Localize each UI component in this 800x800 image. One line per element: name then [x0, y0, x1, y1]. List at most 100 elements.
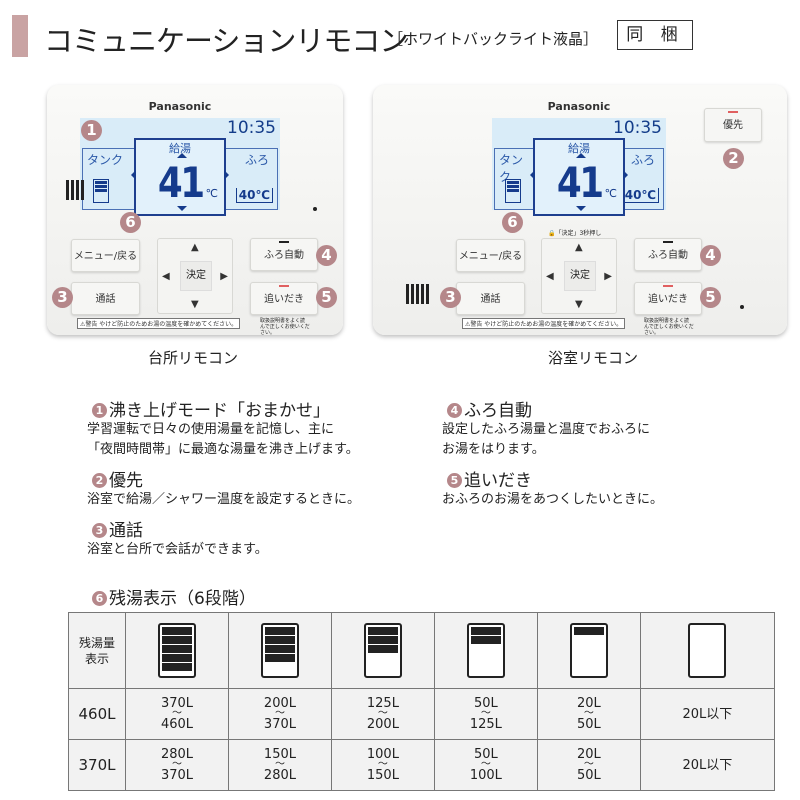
range-tilde: 〜 — [583, 759, 594, 770]
kitchen-remote: Panasonic 10:35 タンク ふろ 40℃ 給湯 41 ℃ メニュー/戻る 通話 ふろ自動… — [47, 85, 343, 336]
up-button[interactable]: ▲ — [191, 242, 199, 253]
talk-button[interactable]: 通話 — [71, 282, 140, 315]
range-max: 370L — [160, 768, 194, 783]
range-tilde: 〜 — [480, 708, 491, 719]
furo-auto-button[interactable]: ふろ自動 — [634, 238, 702, 271]
badge-4: 4 — [316, 245, 337, 266]
range-max: 125L — [469, 717, 502, 732]
range-cell: 20L 〜 50L — [536, 739, 641, 791]
warning-label: ⚠警告 やけど防止のためお湯の温度を確かめてください。 — [462, 318, 626, 329]
feature-title: 通話 — [109, 521, 143, 541]
reheat-button[interactable]: 追いだき — [250, 282, 318, 315]
page-subtitle: ［ホワイトバックライト液晶］ — [388, 30, 599, 48]
left-arrow-icon — [126, 170, 136, 180]
furo-label: ふろ — [244, 153, 269, 167]
range-tilde: 〜 — [171, 708, 182, 719]
feature-text: 「夜間時間帯」に最適な湯量を沸き上げます。 — [87, 442, 359, 457]
sensor-dot — [313, 207, 317, 211]
brand-logo: Panasonic — [547, 100, 611, 113]
range-min: 50L — [473, 747, 498, 762]
ok-button[interactable]: 決定 — [180, 261, 212, 291]
tank-label: タンク — [87, 153, 124, 167]
priority-button[interactable]: 優先 — [704, 108, 762, 142]
remaining-hot-water-table: 残湯量表示 460L 370L 〜 460L 200L 〜 370L 125L 〜 200L 50L 〜… — [68, 612, 776, 791]
badge-3: 3 — [52, 287, 73, 308]
left-button[interactable]: ◀ — [546, 271, 554, 282]
reheat-indicator — [663, 285, 673, 287]
right-button[interactable]: ▶ — [220, 271, 228, 282]
reheat-indicator — [279, 285, 289, 287]
manual-note: 取扱説明書をよく読んで正しくお使いください。 — [260, 318, 310, 336]
feature-heading: 3 通話 — [92, 516, 143, 541]
range-max: 150L — [366, 768, 399, 783]
lcd-screen: 10:35 タンク ふろ 40℃ 給湯 41 ℃ — [492, 118, 666, 216]
menu-back-button[interactable]: メニュー/戻る — [71, 239, 140, 272]
page-title: コミュニケーションリモコン — [44, 24, 408, 58]
number-badge: 4 — [447, 403, 462, 418]
feature-heading: 2 優先 — [92, 466, 143, 491]
speaker-grill — [66, 180, 84, 200]
up-button[interactable]: ▲ — [575, 242, 583, 253]
badge-5: 5 — [316, 287, 337, 308]
badge-6: 6 — [502, 212, 523, 233]
hot-water-temp-panel: 給湯 41 ℃ — [530, 138, 628, 216]
range-cell: 20L 〜 50L — [536, 688, 641, 740]
down-button[interactable]: ▼ — [575, 299, 583, 310]
tank-gauge-icon-2 — [466, 623, 505, 678]
kitchen-remote-caption: 台所リモコン — [147, 349, 238, 367]
left-arrow-icon — [525, 170, 535, 180]
right-arrow-icon — [623, 170, 633, 180]
range-min: 200L — [263, 696, 296, 711]
table-row-icons: 残湯量表示 — [68, 612, 776, 689]
hot-water-temp: 41 — [157, 158, 205, 207]
talk-button[interactable]: 通話 — [456, 282, 525, 315]
menu-back-button[interactable]: メニュー/戻る — [456, 239, 525, 272]
direction-pad: 決定 ▲ ▼ ◀ ▶ — [541, 238, 617, 314]
furo-auto-button[interactable]: ふろ自動 — [250, 238, 318, 271]
range-cell: 100L 〜 150L — [330, 739, 435, 791]
header-cell: 残湯量表示 — [68, 612, 126, 689]
bath-temp: 40℃ — [621, 188, 659, 203]
reheat-button[interactable]: 追いだき — [634, 282, 702, 315]
number-badge: 6 — [92, 591, 107, 606]
feature-title: ふろ自動 — [464, 401, 532, 421]
feature-title: 優先 — [109, 471, 143, 491]
left-button[interactable]: ◀ — [162, 271, 170, 282]
range-tilde: 〜 — [274, 759, 285, 770]
feature-text: 設定したふろ湯量と温度でおふろに — [442, 422, 651, 437]
feature-text: お湯をはります。 — [442, 442, 545, 457]
range-max: 460L — [160, 717, 194, 732]
range-cell: 200L 〜 370L — [227, 688, 332, 740]
lock-note: 🔒「決定」3秒押し — [548, 230, 602, 237]
range-below: 20L以下 — [682, 706, 733, 722]
clock: 10:35 — [227, 118, 276, 138]
range-min: 50L — [473, 696, 498, 711]
bundle-badge: 同 梱 — [617, 20, 693, 50]
bath-panel: ふろ 40℃ — [621, 148, 664, 210]
feature-text: 浴室と台所で会話ができます。 — [87, 542, 268, 557]
center-label: 給湯 — [169, 142, 191, 155]
bath-temp: 40℃ — [235, 188, 273, 203]
temp-unit: ℃ — [205, 187, 218, 200]
clock: 10:35 — [613, 118, 662, 138]
range-cell: 125L 〜 200L — [330, 688, 435, 740]
ok-button[interactable]: 決定 — [564, 261, 596, 291]
warning-label: ⚠警告 やけど防止のためお湯の温度を確かめてください。 — [77, 318, 241, 329]
bath-panel: ふろ 40℃ — [224, 148, 278, 210]
up-arrow-icon — [177, 148, 187, 158]
range-max: 50L — [576, 717, 601, 732]
hot-water-temp-panel: 給湯 41 ℃ — [131, 138, 229, 216]
range-min: 20L — [576, 747, 601, 762]
number-badge: 1 — [92, 403, 107, 418]
range-tilde: 〜 — [480, 759, 491, 770]
right-button[interactable]: ▶ — [604, 271, 612, 282]
feature-title: 沸き上げモード「おまかせ」 — [109, 401, 330, 421]
badge-6: 6 — [120, 212, 141, 233]
down-button[interactable]: ▼ — [191, 299, 199, 310]
tank-capacity: 460L — [68, 688, 126, 740]
feature-heading: 5 追いだき — [447, 466, 532, 491]
range-min: 20L — [576, 696, 601, 711]
hot-water-temp: 41 — [556, 158, 604, 207]
feature-heading: 4 ふろ自動 — [447, 396, 532, 421]
tank-capacity: 370L — [68, 739, 126, 791]
